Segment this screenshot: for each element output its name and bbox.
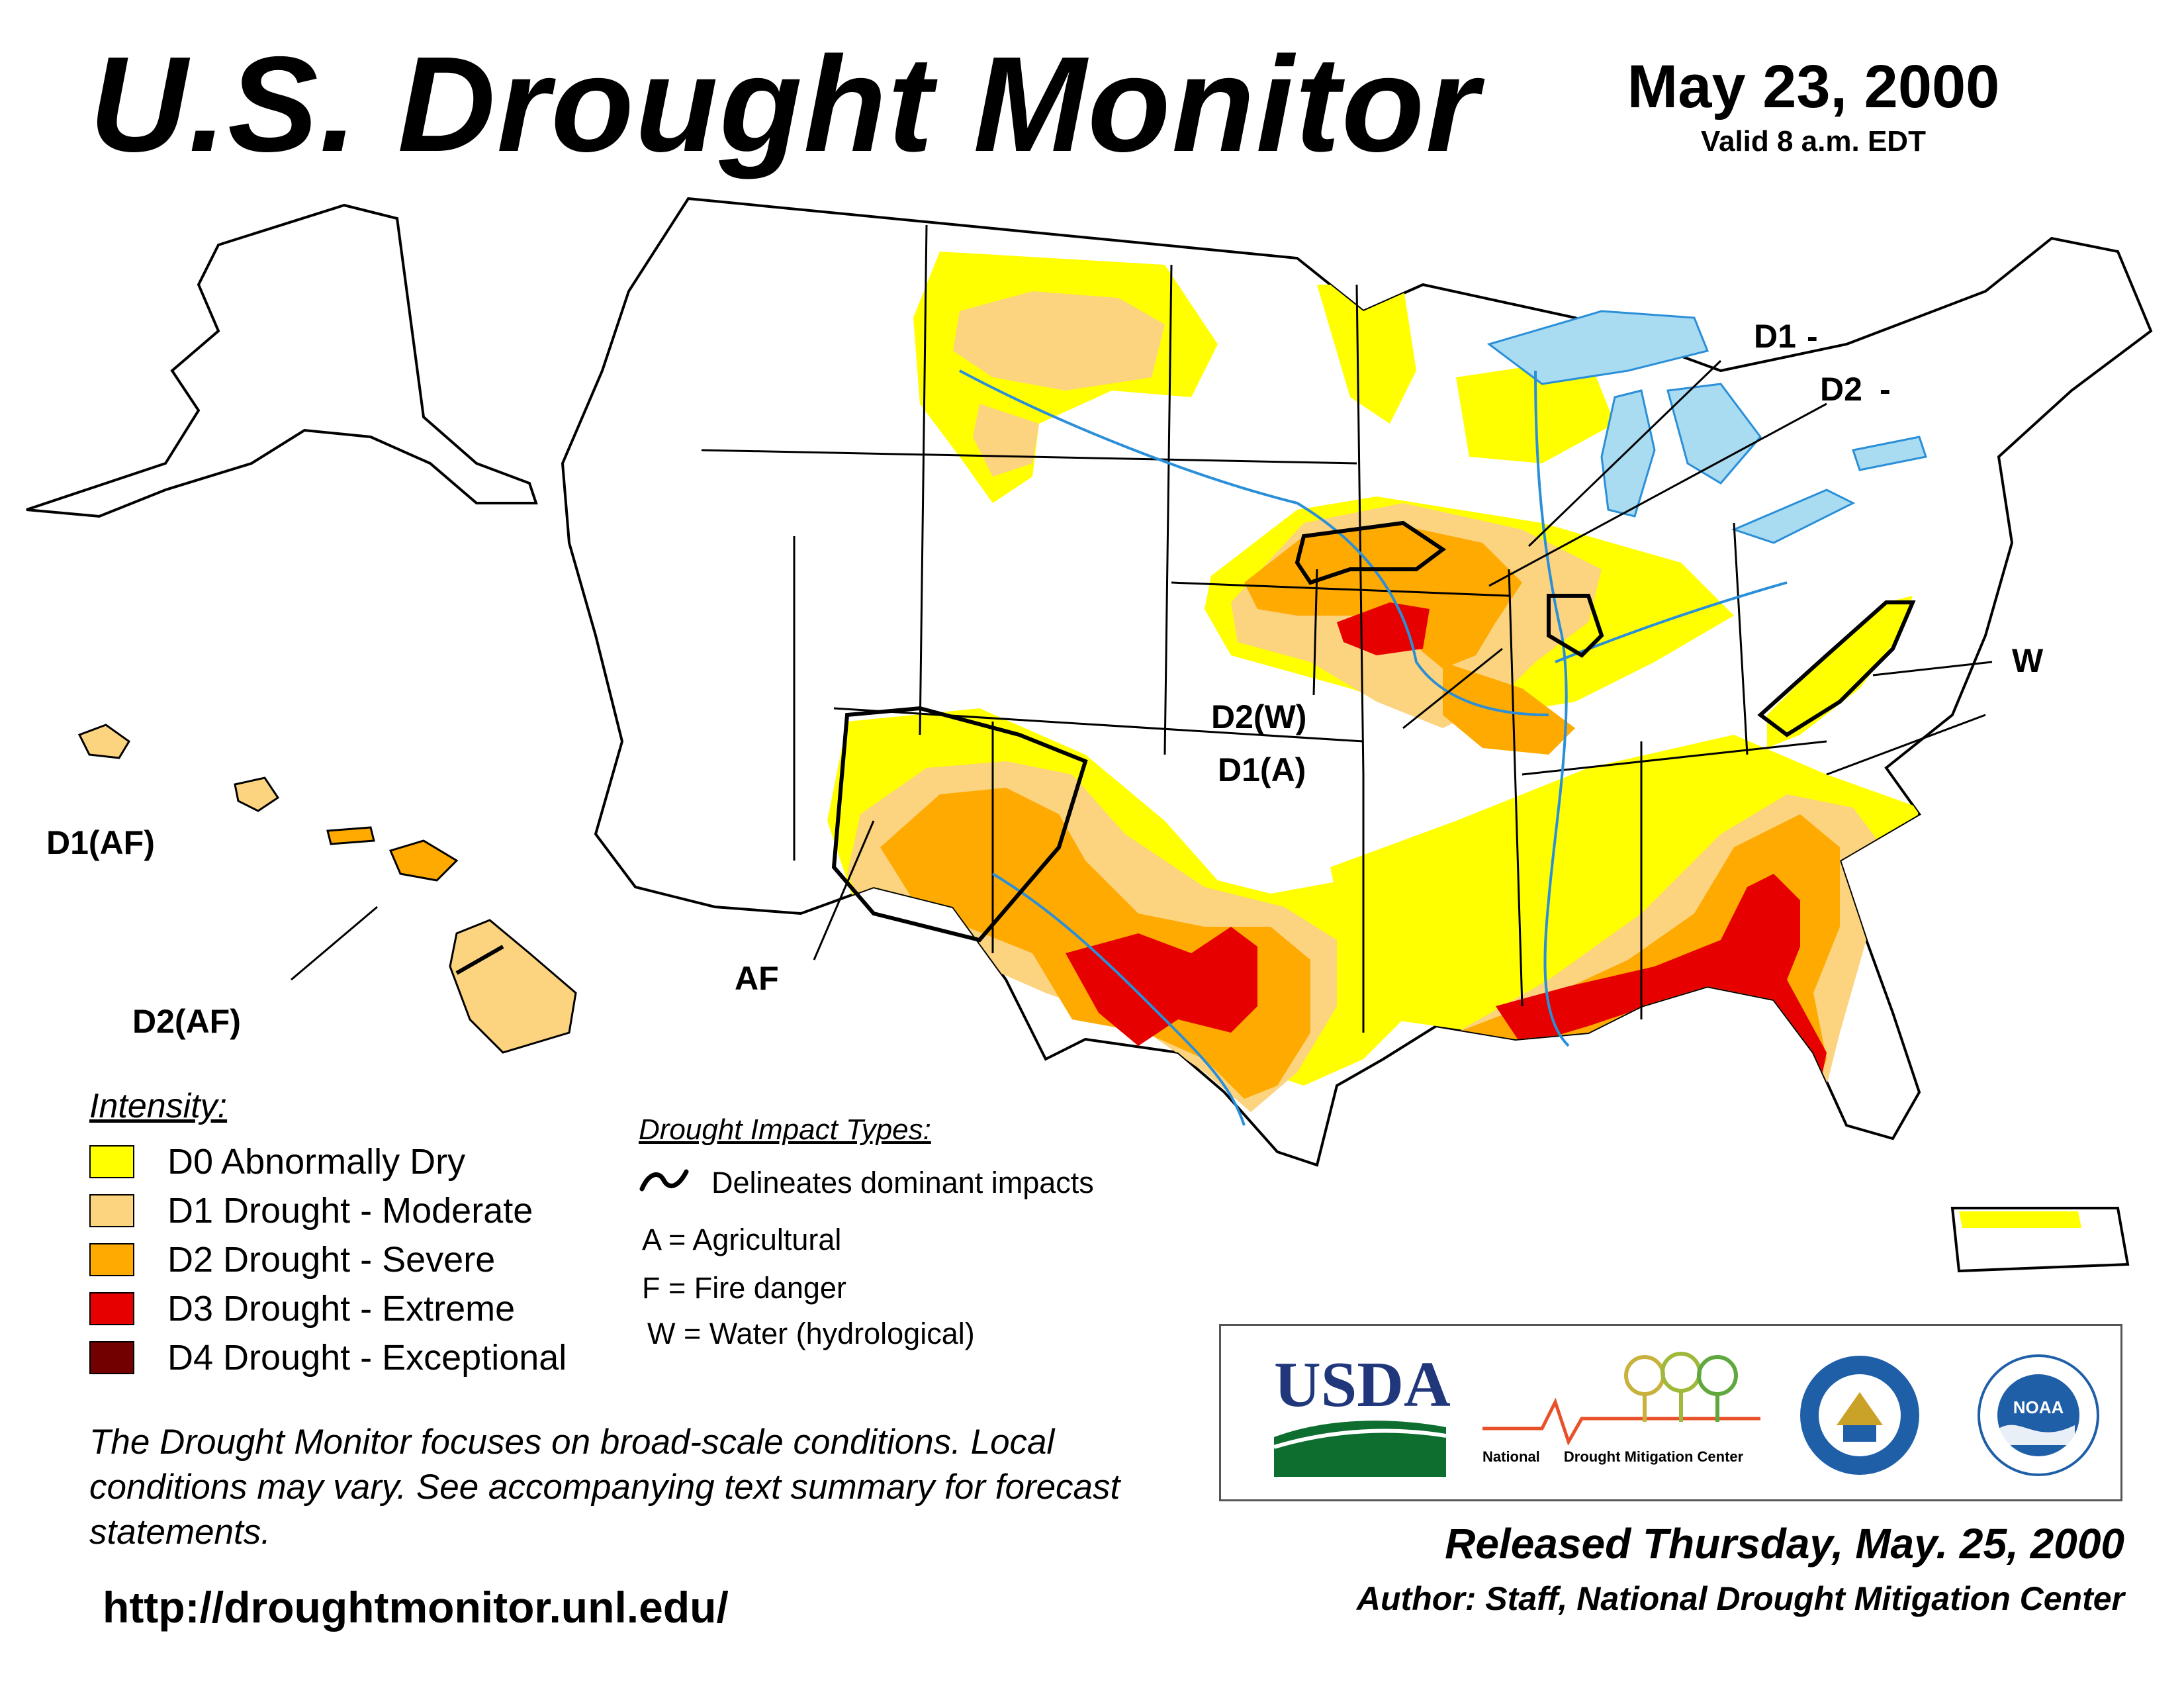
legend-swatch-d0	[89, 1145, 134, 1178]
partner-logos: USDA National Drought Mitig	[1219, 1324, 2122, 1501]
alaska	[26, 203, 538, 518]
legend-swatch-d4	[89, 1341, 134, 1374]
outline-appalachia	[1757, 600, 1916, 737]
impact-outline-symbol-icon	[639, 1169, 689, 1192]
annotation-d2af: D2(AF)	[132, 1003, 241, 1040]
usda-field-icon	[1273, 1421, 1447, 1477]
legend-swatch-d3	[89, 1292, 134, 1325]
impact-delineates: Delineates dominant impacts	[711, 1166, 1094, 1199]
outline-northern	[1295, 520, 1447, 585]
ndmc-logo: National Drought Mitigation Center	[1482, 1346, 1760, 1485]
legend-item-d2: D2 Drought - Severe	[89, 1240, 495, 1280]
ndmc-label-center: Drought Mitigation Center	[1563, 1448, 1744, 1465]
usda-wordmark: USDA	[1274, 1349, 1451, 1421]
d3-gulf-coast	[1496, 874, 1827, 1086]
d3-texas	[1066, 927, 1257, 1046]
commerce-seal-icon	[1800, 1356, 1919, 1475]
annotation-d2: D2	[1820, 371, 1862, 408]
impact-types-title: Drought Impact Types:	[639, 1113, 931, 1146]
d3-nebraska	[1337, 602, 1430, 655]
lake-huron	[1666, 383, 1762, 485]
annotation-d2-dash: -	[1880, 371, 1891, 408]
impact-fire: F = Fire danger	[642, 1271, 846, 1305]
d2-nebraska-iowa	[1244, 523, 1522, 669]
ndmc-label-national: National	[1482, 1448, 1540, 1465]
lake-michigan	[1600, 389, 1656, 518]
legend-label-d3: D3 Drought - Extreme	[167, 1289, 516, 1329]
usda-logo: USDA	[1273, 1349, 1451, 1478]
d0-north-dakota	[1317, 285, 1416, 424]
hawaii-kauai	[77, 724, 130, 759]
release-date: Released Thursday, May. 25, 2000	[1445, 1520, 2124, 1568]
impact-agricultural: A = Agricultural	[642, 1223, 842, 1256]
annotation-af: AF	[735, 960, 779, 997]
hawaii-outline	[455, 945, 504, 975]
lake-superior	[1486, 310, 1709, 385]
noaa-logo: NOAA	[1978, 1354, 2099, 1476]
outline-iowa	[1547, 594, 1604, 658]
legend-label-d0: D0 Abnormally Dry	[167, 1142, 466, 1182]
legend-item-d0: D0 Abnormally Dry	[89, 1142, 465, 1182]
lake-erie	[1731, 489, 1856, 544]
disclaimer-note: The Drought Monitor focuses on broad-sca…	[89, 1423, 1120, 1552]
hawaii-big-island	[449, 919, 577, 1054]
d2-missouri	[1443, 662, 1575, 755]
author-line: Author: Staff, National Drought Mitigati…	[1356, 1580, 2124, 1617]
d1-montana	[953, 291, 1165, 391]
hawaii	[77, 724, 577, 1054]
annotation-d1a: D1(A)	[1218, 751, 1306, 788]
d1-idaho	[973, 404, 1039, 477]
intensity-legend-title: Intensity:	[89, 1087, 228, 1125]
annotation-d1af: D1(AF)	[46, 824, 155, 861]
annotation-d1: D1	[1754, 318, 1796, 355]
d0-appalachia	[1767, 596, 1913, 748]
page-title: U.S. Drought Monitor	[89, 28, 1480, 180]
valid-time: Valid 8 a.m. EDT	[1701, 125, 1926, 158]
noaa-wordmark: NOAA	[2013, 1397, 2064, 1417]
legend-swatch-d1	[89, 1194, 134, 1227]
legend-item-d1: D1 Drought - Moderate	[89, 1191, 533, 1231]
puerto-rico-d0	[1959, 1211, 2081, 1228]
state-borders	[701, 224, 1986, 1033]
website-link[interactable]: http://droughtmonitor.unl.edu/	[103, 1583, 729, 1632]
hawaii-molokai	[326, 826, 375, 845]
leader-lines	[291, 359, 1993, 981]
lake-ontario	[1852, 436, 1927, 471]
impact-water: W = Water (hydrological)	[647, 1317, 975, 1350]
annotation-d2w: D2(W)	[1211, 698, 1306, 735]
map-date: May 23, 2000	[1627, 53, 2000, 120]
legend-label-d2: D2 Drought - Severe	[167, 1240, 496, 1280]
annotation-d1-dash: -	[1807, 318, 1818, 355]
legend-label-d4: D4 Drought - Exceptional	[167, 1338, 567, 1378]
great-lakes	[1486, 310, 1927, 544]
rivers	[959, 369, 1788, 1126]
legend-item-d3: D3 Drought - Extreme	[89, 1289, 515, 1329]
hawaii-oahu	[234, 776, 280, 812]
hawaii-maui	[388, 839, 459, 882]
legend-swatch-d2	[89, 1243, 134, 1276]
ndmc-trees-icon	[1482, 1352, 1760, 1446]
legend-item-d4: D4 Drought - Exceptional	[89, 1338, 567, 1378]
legend-label-d1: D1 Drought - Moderate	[167, 1191, 533, 1231]
annotation-w: W	[2012, 642, 2044, 679]
map-annotations: D1 - D2 - W D2(W) D1(A) AF D1(AF) D2(AF)	[46, 318, 2044, 1040]
